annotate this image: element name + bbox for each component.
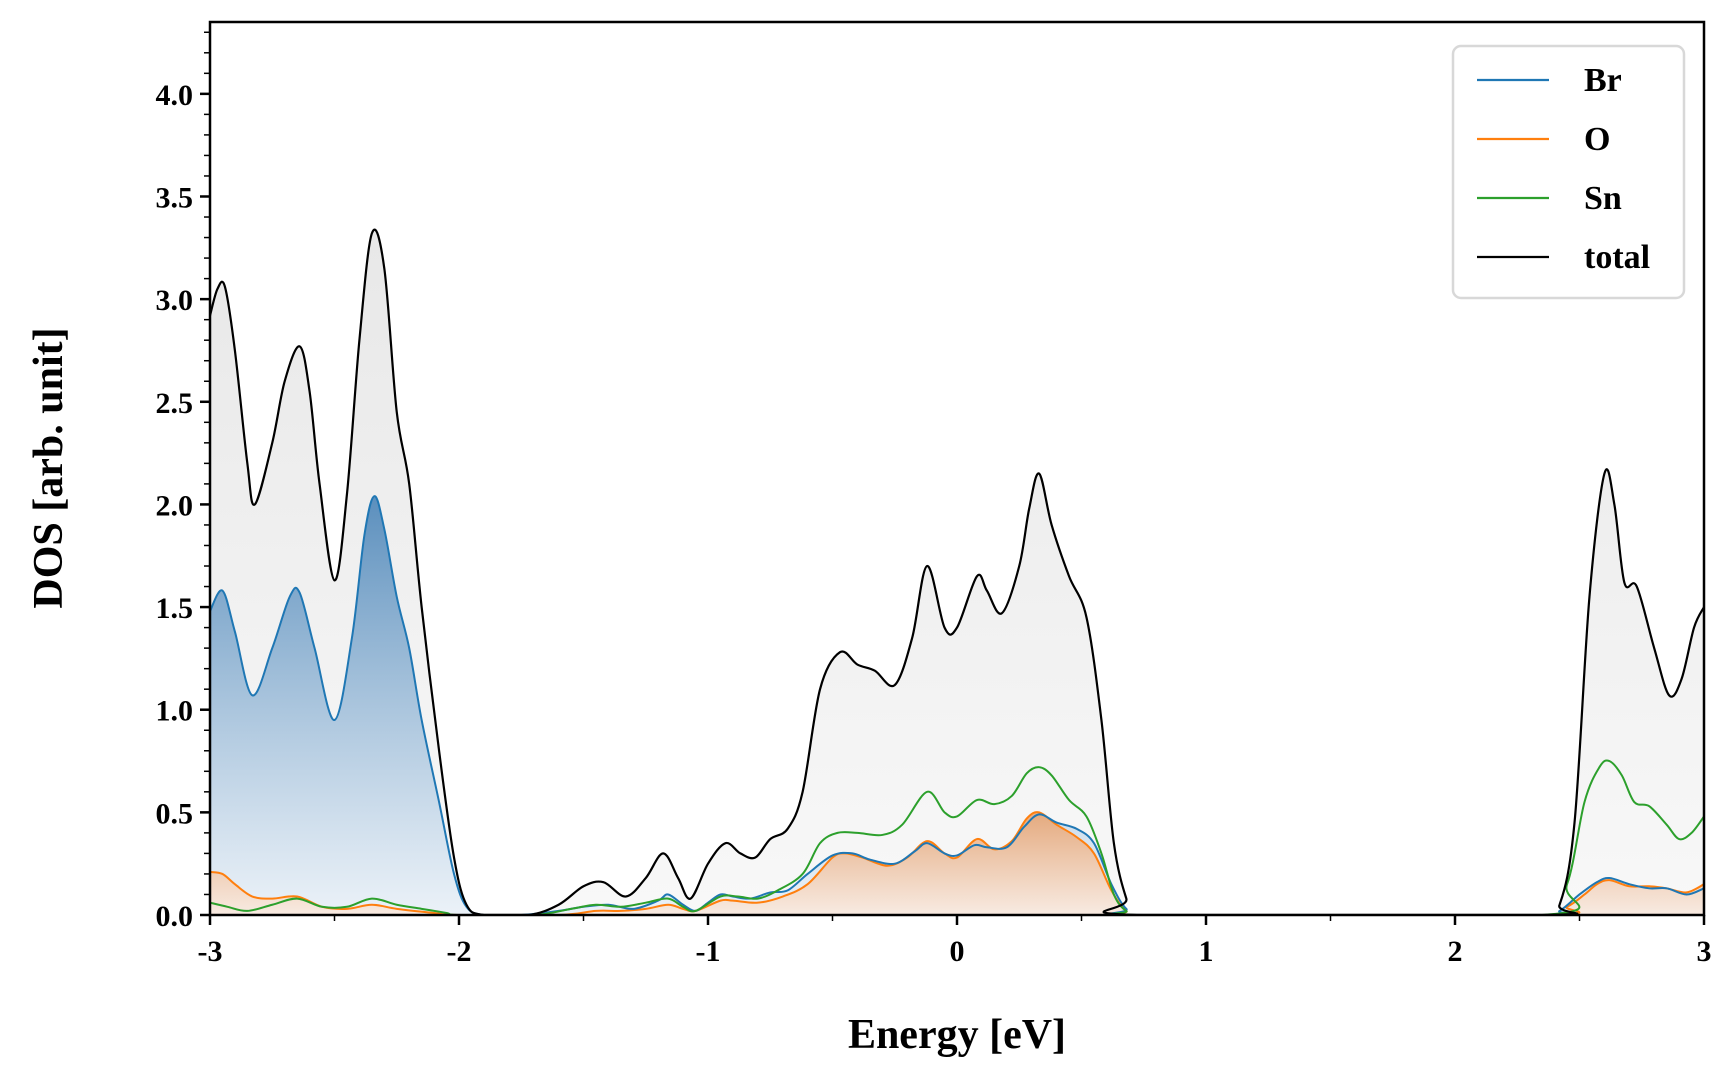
line-sn [210,759,1704,915]
legend-label-total: total [1584,239,1650,276]
legend-label-o: O [1584,121,1610,158]
series-fills [210,229,1704,915]
legend: Br O Sn total [1451,44,1686,300]
legend-box [1451,44,1686,300]
fill-br [210,496,1704,915]
y-tick-label: 0.5 [156,797,194,830]
y-tick-label: 3.5 [156,181,194,214]
y-tick-label: 0.0 [156,900,194,933]
x-tick-label: -1 [696,935,721,968]
legend-label-sn: Sn [1584,180,1622,217]
y-tick-label: 2.5 [156,387,194,420]
y-tick-label: 1.0 [156,695,194,728]
axis-ticks [200,31,1706,925]
x-tick-label: 2 [1448,935,1463,968]
x-tick-label: 1 [1199,935,1214,968]
x-tick-label: -2 [447,935,472,968]
y-tick-label: 3.0 [156,284,194,317]
x-tick-label: -3 [198,935,223,968]
y-axis-title: DOS [arb. unit] [26,327,72,608]
x-tick-label: 3 [1697,935,1712,968]
y-tick-label: 1.5 [156,592,194,625]
y-tick-label: 4.0 [156,79,194,112]
axis-tick-labels: -3 -2 -1 0 1 2 3 0.0 0.5 1.0 1.5 2.0 2.5 3.0 3.5 4.0 [156,79,1712,968]
x-axis-title: Energy [eV] [848,1012,1066,1058]
y-tick-label: 2.0 [156,489,194,522]
fill-o [210,812,1704,915]
x-tick-label: 0 [950,935,965,968]
legend-label-br: Br [1584,62,1622,99]
